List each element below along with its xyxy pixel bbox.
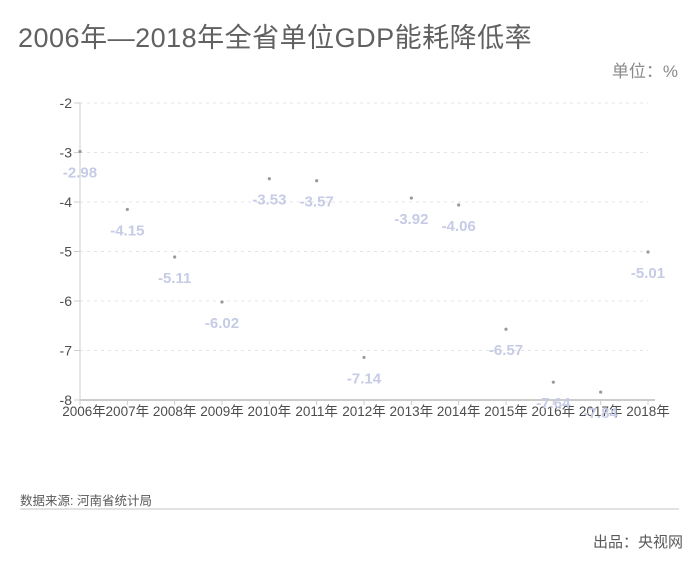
data-point-label: -3.53 [252,192,286,209]
data-point[interactable] [504,327,508,331]
data-point-label: -2.98 [63,165,97,182]
data-point-label: -4.06 [442,218,476,235]
footer-divider [20,508,679,510]
data-point[interactable] [315,179,319,183]
data-point[interactable] [78,149,82,154]
data-point-label: -7.14 [347,370,382,387]
unit-label: 单位：% [611,62,678,81]
page-title: 2006年—2018年全省单位GDP能耗降低率 [18,23,533,53]
y-axis-tick-label: -6 [60,293,73,309]
x-axis-tick-label: 2007年 [106,404,150,419]
data-point-label: -5.11 [158,270,191,287]
data-point[interactable] [125,207,129,212]
x-axis-tick-label: 2009年 [200,404,244,419]
data-point-label: -5.01 [631,265,665,282]
data-point[interactable] [173,255,177,259]
x-axis-tick-label: 2014年 [437,404,481,419]
y-axis-tick-label: -7 [60,343,73,359]
x-axis-tick-label: 2006年 [62,404,106,419]
data-point[interactable] [599,390,603,394]
data-point-label: -7.84 [584,405,619,422]
x-axis-tick-label: 2018年 [626,404,670,419]
data-source-note: 数据来源: 河南省统计局 [20,494,152,508]
y-axis-tick-label: -8 [60,392,73,408]
y-axis-tick-label: -2 [60,95,73,111]
data-point[interactable] [457,203,461,207]
x-axis-tick-label: 2015年 [484,404,528,419]
x-axis-tick-label: 2008年 [153,404,197,419]
data-point[interactable] [362,355,366,360]
data-point-label: -3.57 [300,194,334,211]
y-axis-tick-label: -4 [60,194,73,210]
data-point[interactable] [267,177,271,181]
producer-note: 出品：央视网 [592,534,683,551]
data-point-label: -6.57 [489,342,523,359]
x-axis-tick-label: 2017年 [579,404,623,419]
y-axis-tick-label: -5 [60,244,73,260]
x-axis-tick-label: 2016年 [532,404,576,419]
data-point-label: -7.64 [536,395,571,412]
y-axis-tick-label: -3 [60,145,73,161]
data-point[interactable] [646,250,650,254]
data-point[interactable] [409,196,413,200]
data-point[interactable] [220,300,224,304]
x-axis-tick-label: 2013年 [390,404,434,419]
data-point-label: -4.15 [110,222,144,239]
x-axis-tick-label: 2012年 [342,404,386,419]
data-point-label: -6.02 [205,315,239,332]
x-axis-tick-label: 2011年 [295,404,338,419]
x-axis-tick-label: 2010年 [248,404,292,419]
data-point-label: -3.92 [394,211,428,228]
data-point[interactable] [551,380,555,384]
